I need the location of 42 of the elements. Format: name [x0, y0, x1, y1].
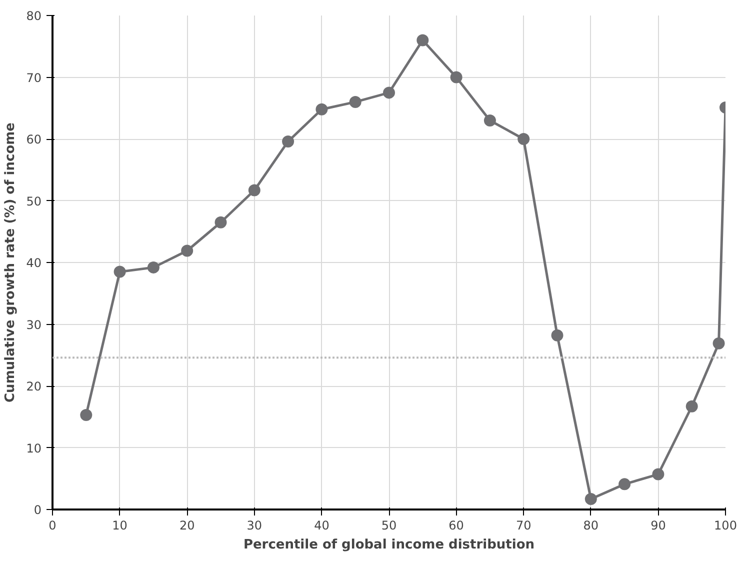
x-tick-label: 30 [246, 518, 262, 532]
y-tick-label: 30 [26, 318, 42, 332]
x-tick-label: 80 [583, 518, 599, 532]
x-tick-label: 100 [714, 518, 737, 532]
x-tick-label: 40 [314, 518, 330, 532]
y-tick-label: 20 [26, 380, 42, 394]
y-tick-label: 0 [34, 503, 42, 517]
y-tick-label: 40 [26, 256, 42, 270]
point [450, 71, 462, 84]
x-tick-label: 70 [516, 518, 532, 532]
x-axis-title: Percentile of global income distribution [243, 538, 535, 552]
point [114, 266, 126, 278]
point [712, 337, 725, 350]
y-tick-label: 80 [26, 9, 42, 23]
x-tick-label: 0 [48, 518, 56, 532]
point [416, 34, 429, 46]
point [484, 114, 496, 126]
point [652, 468, 664, 480]
point [383, 86, 395, 99]
y-tick-label: 60 [26, 132, 42, 146]
point [349, 96, 362, 108]
x-tick-label: 60 [448, 518, 464, 532]
point [147, 261, 160, 274]
point [584, 493, 597, 505]
point [551, 329, 564, 342]
point [618, 478, 631, 490]
x-tick-label: 90 [650, 518, 666, 532]
point [518, 133, 530, 145]
point [214, 216, 227, 228]
point [282, 135, 294, 148]
y-tick-label: 70 [26, 70, 42, 85]
x-tick-label: 10 [112, 518, 128, 532]
y-axis-title: Cumulative growth rate (%) of income [3, 122, 18, 402]
x-tick-label: 20 [179, 518, 195, 532]
point [686, 400, 698, 412]
point [316, 103, 328, 116]
x-tick-label: 50 [381, 518, 397, 532]
point [181, 244, 194, 257]
point [248, 184, 260, 196]
y-tick-label: 50 [26, 194, 42, 208]
point [80, 409, 92, 422]
y-tick-label: 10 [26, 441, 42, 456]
